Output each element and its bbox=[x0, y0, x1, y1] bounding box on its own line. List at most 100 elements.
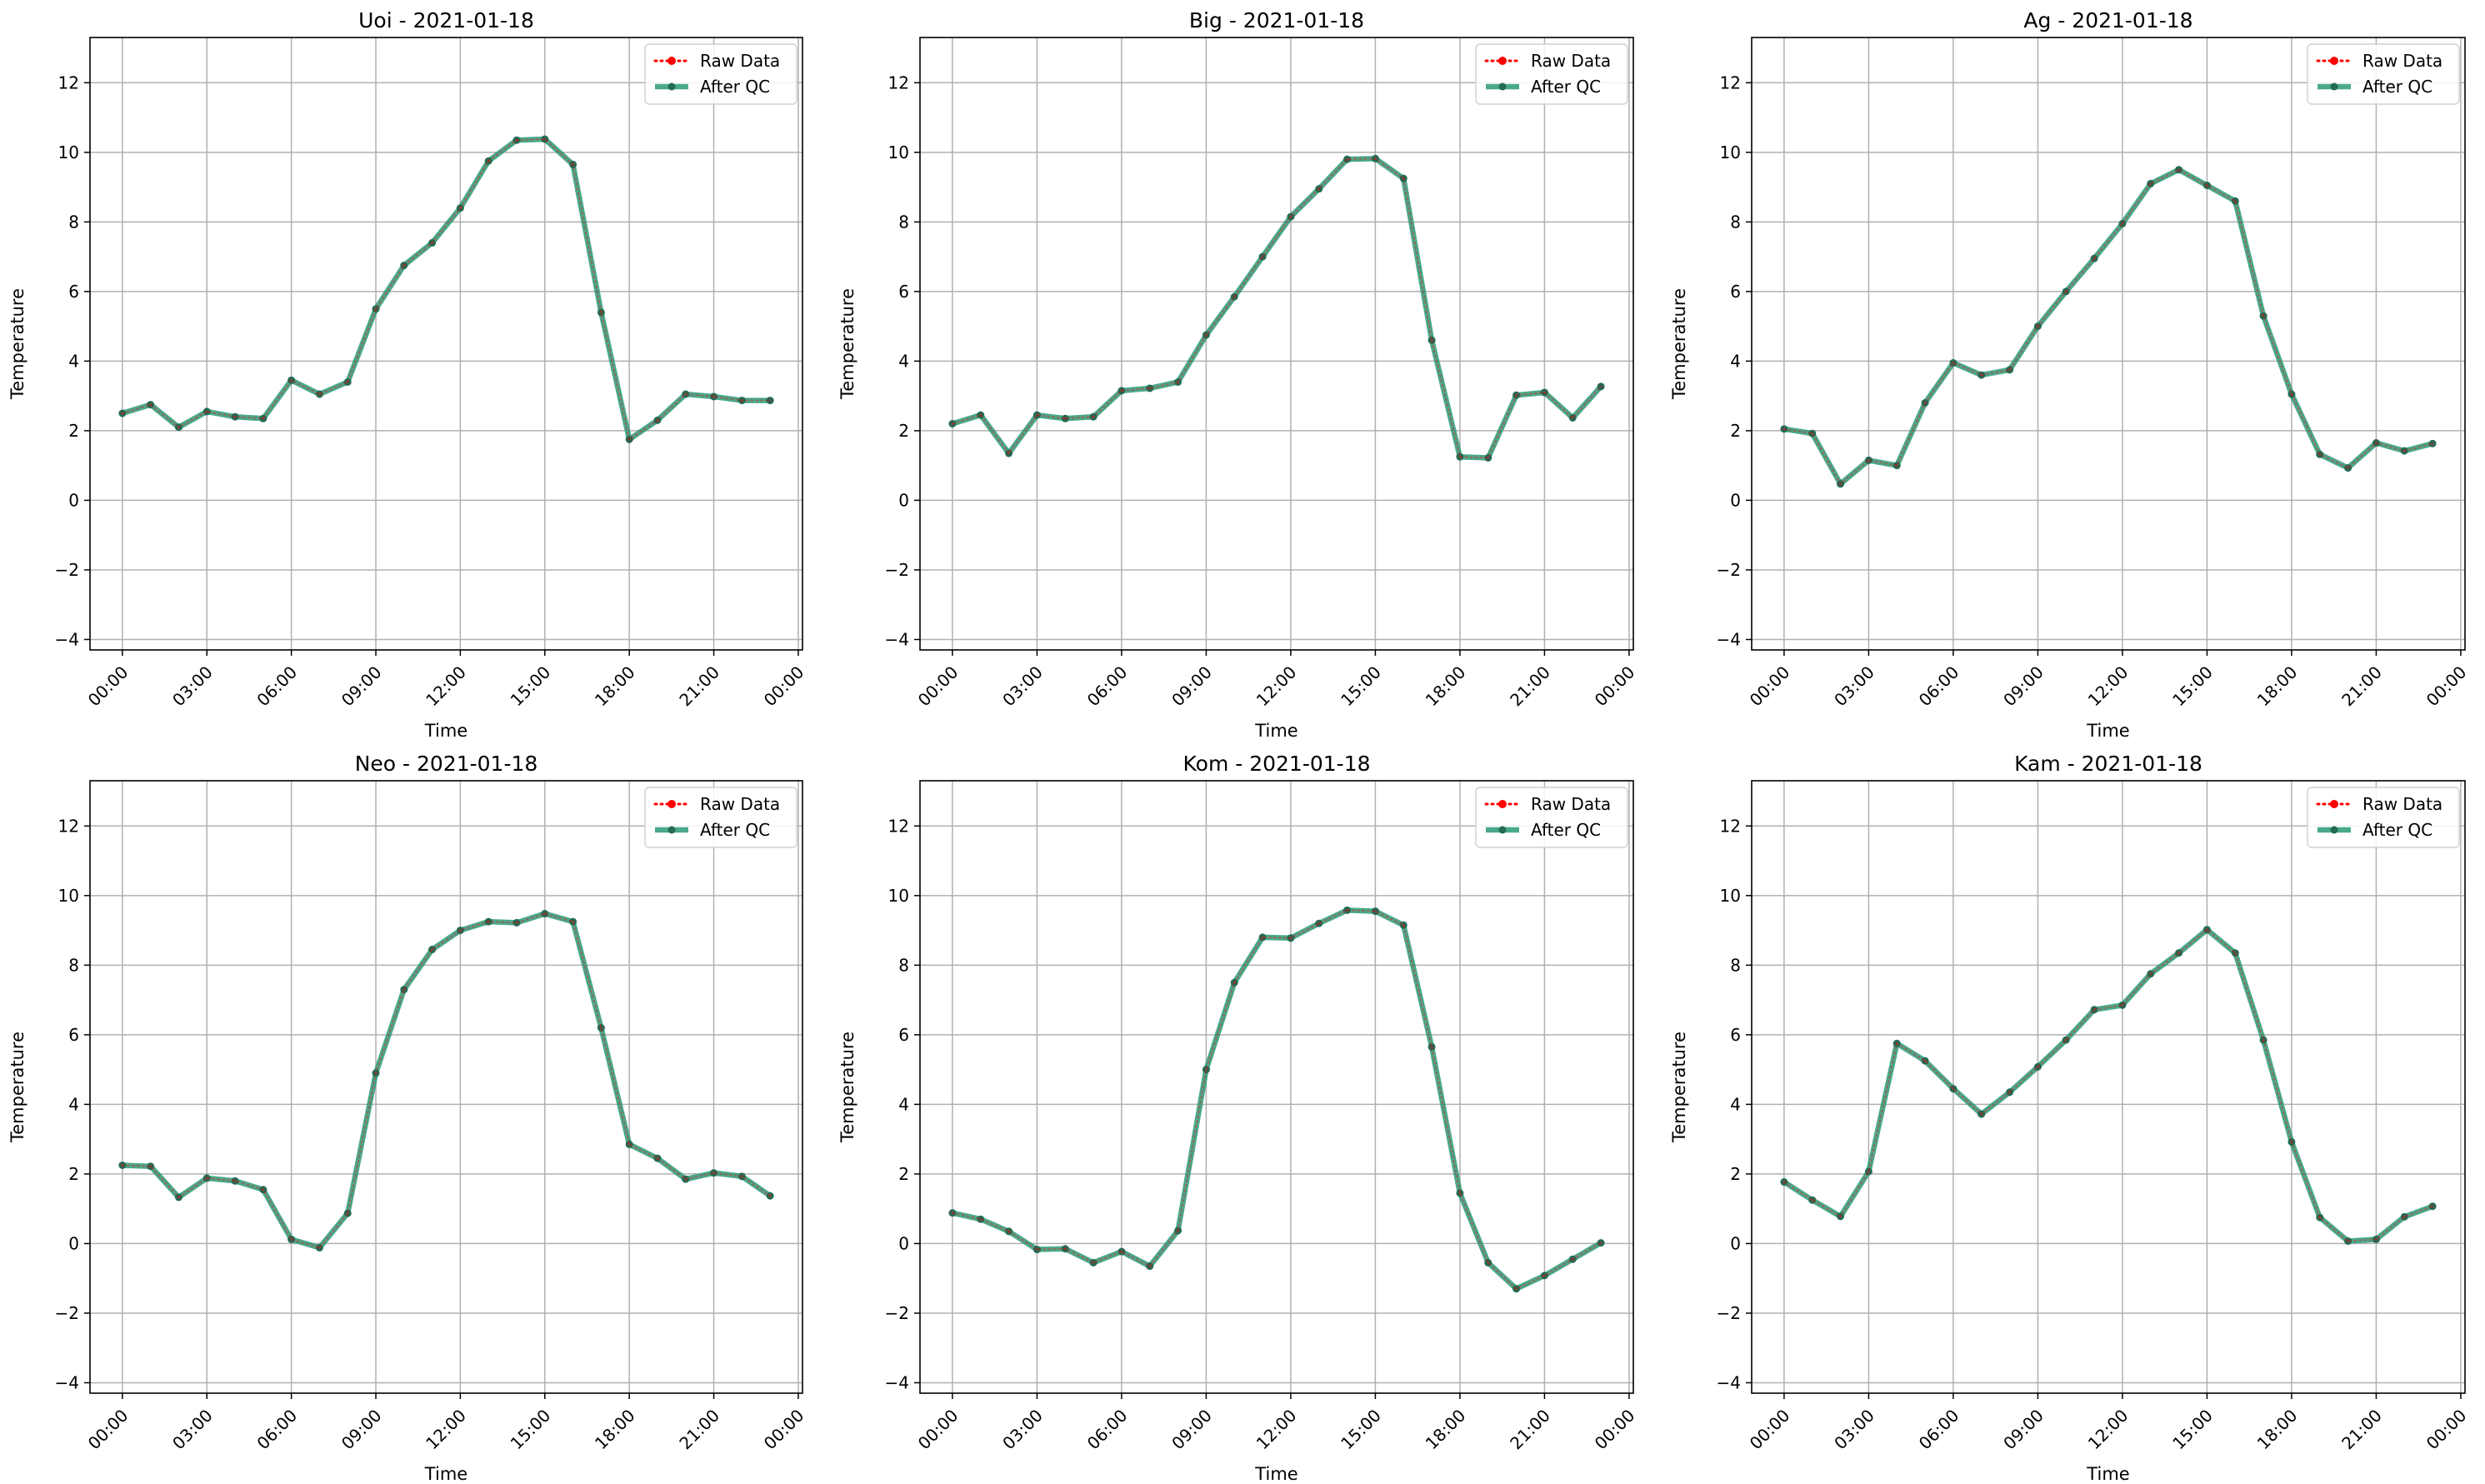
raw-data-point bbox=[1571, 416, 1575, 420]
x-tick-label: 00:00 bbox=[84, 1406, 132, 1454]
after-qc-point bbox=[1005, 1227, 1013, 1236]
raw-data-point bbox=[2402, 449, 2407, 453]
legend-qc-marker bbox=[1498, 82, 1507, 91]
after-qc-point bbox=[2372, 1235, 2380, 1243]
legend: Raw Data After QC bbox=[1475, 43, 1628, 105]
y-tick-label: −2 bbox=[1717, 560, 1741, 580]
after-qc-point bbox=[428, 946, 437, 954]
after-qc-point bbox=[484, 917, 492, 926]
x-tick-label: 21:00 bbox=[1506, 1406, 1554, 1454]
raw-data-point bbox=[1867, 1169, 1871, 1173]
x-tick-label: 21:00 bbox=[675, 1406, 723, 1454]
raw-data-point bbox=[1979, 373, 1983, 377]
raw-data-point bbox=[978, 413, 982, 417]
legend-label-after-qc: After QC bbox=[700, 820, 770, 840]
legend: Raw Data After QC bbox=[1475, 787, 1628, 848]
series-line-after-qc bbox=[952, 907, 1602, 1292]
raw-data-point bbox=[346, 380, 350, 384]
grid bbox=[90, 37, 802, 650]
legend-raw-marker bbox=[668, 57, 676, 65]
after-qc-point bbox=[2316, 450, 2324, 458]
legend-label-after-qc: After QC bbox=[2362, 820, 2432, 840]
raw-data-point bbox=[2233, 951, 2238, 955]
y-tick-label: 8 bbox=[68, 955, 79, 975]
series-line-after-qc bbox=[1783, 167, 2433, 487]
after-qc-point bbox=[1032, 411, 1041, 419]
y-tick-label: −4 bbox=[55, 1372, 79, 1392]
raw-data-point bbox=[599, 310, 603, 314]
after-qc-point bbox=[1864, 1167, 1872, 1176]
after-qc-point bbox=[738, 1172, 746, 1181]
plot-area bbox=[919, 37, 1634, 651]
raw-data-point bbox=[1092, 415, 1096, 419]
raw-data-point bbox=[1542, 390, 1547, 394]
after-qc-point bbox=[2400, 1212, 2408, 1221]
raw-data-point bbox=[1063, 1247, 1068, 1251]
raw-data-point bbox=[177, 425, 181, 429]
raw-data-point bbox=[120, 412, 124, 416]
after-qc-point bbox=[948, 420, 957, 428]
raw-data-point bbox=[2374, 1237, 2378, 1242]
after-qc-point bbox=[2147, 970, 2155, 978]
raw-data-point bbox=[768, 398, 772, 402]
raw-data-point bbox=[177, 1195, 181, 1199]
y-tick-label: 8 bbox=[1730, 212, 1741, 232]
after-qc-point bbox=[1808, 1196, 1817, 1204]
grid bbox=[920, 37, 1633, 650]
after-qc-point bbox=[1428, 1042, 1436, 1051]
after-qc-point bbox=[1258, 933, 1267, 942]
after-qc-point bbox=[2400, 447, 2408, 455]
raw-data-point bbox=[205, 1176, 209, 1180]
raw-data-point bbox=[2092, 1007, 2097, 1012]
x-tick-label: 12:00 bbox=[1252, 662, 1301, 711]
y-tick-label: 12 bbox=[1720, 72, 1741, 92]
after-qc-point bbox=[2372, 439, 2380, 447]
x-axis-label: Time bbox=[2086, 721, 2129, 741]
after-qc-point bbox=[1089, 1258, 1098, 1267]
after-qc-point bbox=[174, 1193, 182, 1202]
chart-panel: −4 −2 0 2 4 6 8 10 12 00:00 03:00 06:00 09:00 12:00 15… bbox=[1669, 752, 2470, 1484]
y-tick-label: −2 bbox=[885, 1303, 909, 1323]
raw-data-point bbox=[1979, 1112, 1983, 1117]
legend-raw-marker bbox=[1498, 57, 1507, 65]
after-qc-point bbox=[766, 397, 774, 405]
x-tick-label: 03:00 bbox=[1830, 662, 1878, 711]
grid bbox=[1752, 781, 2465, 1393]
series-line-after-qc bbox=[121, 136, 771, 442]
x-tick-label: 09:00 bbox=[338, 662, 386, 711]
raw-data-point bbox=[655, 1157, 659, 1161]
raw-data-point bbox=[1176, 380, 1180, 384]
raw-data-point bbox=[542, 137, 547, 141]
x-tick-label: 12:00 bbox=[2084, 662, 2132, 711]
y-tick-label: 4 bbox=[68, 351, 79, 371]
chart-title: Uoi - 2021-01-18 bbox=[358, 8, 534, 32]
x-tick-label: 00:00 bbox=[760, 662, 808, 711]
after-qc-point bbox=[1949, 1085, 1958, 1093]
after-qc-point bbox=[288, 1235, 296, 1243]
after-qc-point bbox=[315, 390, 323, 398]
y-tick-label: 4 bbox=[1730, 1094, 1741, 1114]
after-qc-point bbox=[400, 986, 408, 994]
after-qc-point bbox=[1597, 1239, 1605, 1247]
raw-data-point bbox=[2177, 951, 2181, 955]
after-qc-point bbox=[2344, 1237, 2352, 1246]
after-qc-point bbox=[484, 157, 492, 165]
after-qc-point bbox=[1343, 155, 1352, 163]
raw-data-point bbox=[2318, 1216, 2322, 1220]
after-qc-point bbox=[1780, 425, 1788, 433]
after-qc-point bbox=[1230, 292, 1238, 301]
y-tick-label: 2 bbox=[68, 421, 79, 441]
x-tick-label: 18:00 bbox=[591, 1406, 639, 1454]
raw-data-point bbox=[1035, 1247, 1039, 1252]
after-qc-point bbox=[1456, 1189, 1464, 1197]
after-qc-point bbox=[1061, 414, 1069, 422]
y-tick-label: 6 bbox=[1730, 1025, 1741, 1045]
raw-data-point bbox=[1951, 1087, 1955, 1091]
x-tick-label: 21:00 bbox=[675, 662, 723, 711]
after-qc-point bbox=[343, 1209, 352, 1217]
raw-data-point bbox=[487, 920, 491, 924]
series-line-after-qc bbox=[951, 156, 1603, 461]
after-qc-point bbox=[597, 308, 605, 317]
x-tick-label: 12:00 bbox=[1252, 1406, 1301, 1454]
